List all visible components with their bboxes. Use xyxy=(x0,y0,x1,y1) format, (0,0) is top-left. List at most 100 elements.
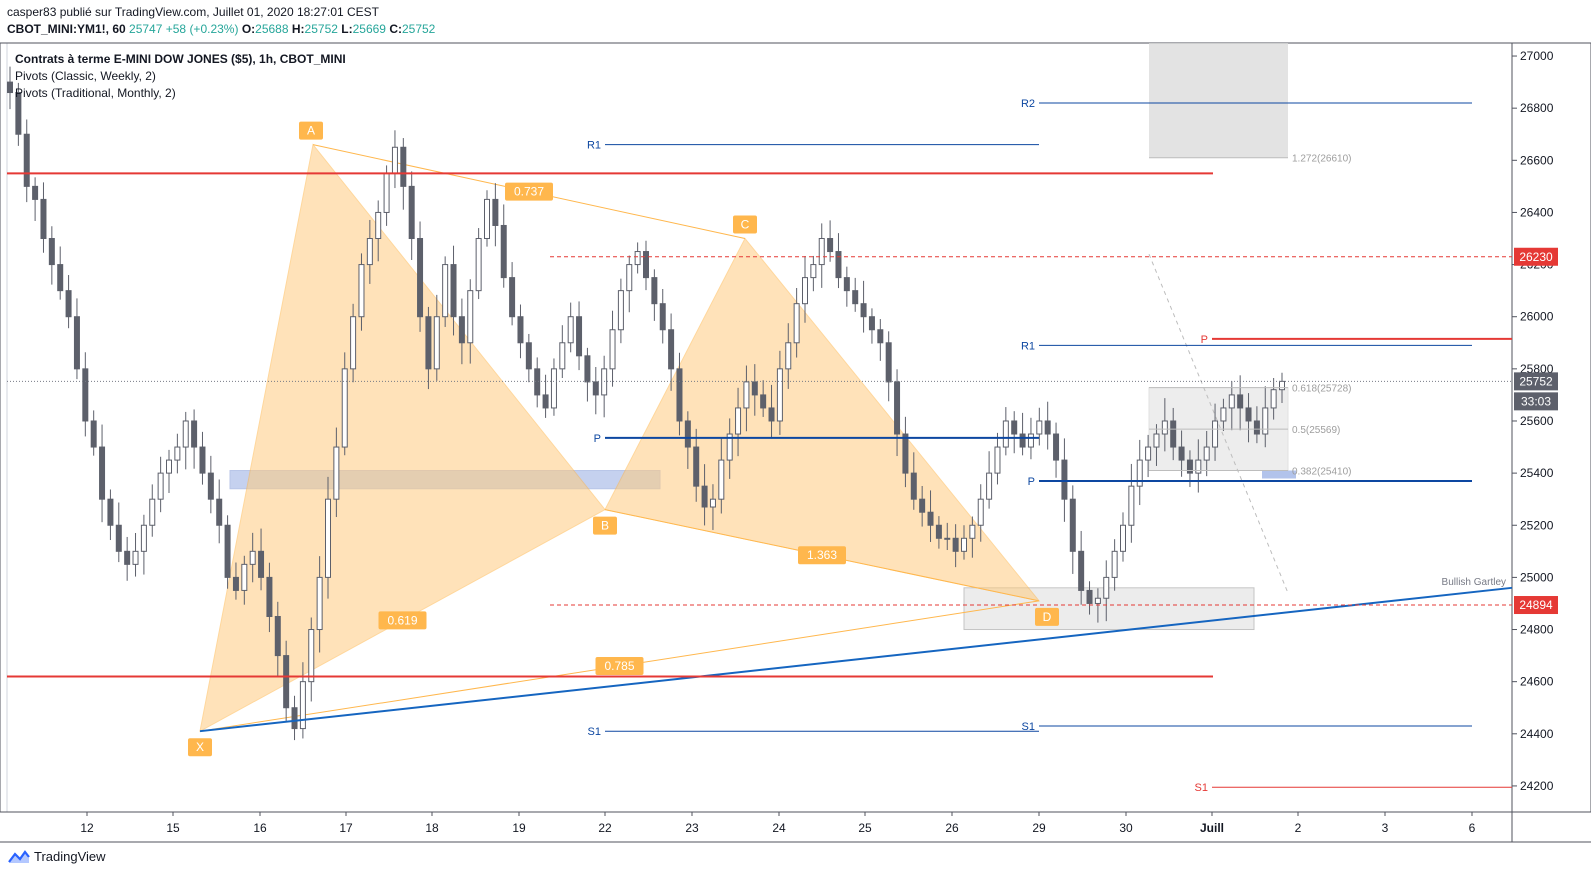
y-tick-label: 25600 xyxy=(1520,414,1554,428)
candle-body xyxy=(291,707,298,730)
candle-body xyxy=(550,368,557,409)
point-label-X: X xyxy=(196,740,204,754)
x-tick-label: 16 xyxy=(253,821,267,835)
x-tick-label: 2 xyxy=(1295,821,1302,835)
candle-body xyxy=(1161,420,1168,435)
candle-body xyxy=(1153,433,1160,448)
candle-body xyxy=(735,407,742,435)
candle-body xyxy=(299,681,306,730)
candle-body xyxy=(1078,550,1085,591)
candle-body xyxy=(701,485,708,508)
trendline-label: Bullish Gartley xyxy=(1442,577,1506,588)
candle-body xyxy=(475,238,482,292)
y-tick-label: 26400 xyxy=(1520,205,1554,219)
pivot-label-R1: R1 xyxy=(1021,340,1035,352)
axes: 24200 24400 24600 24800 25000 25200 25400 25600… xyxy=(80,49,1558,835)
x-tick-label: Juill xyxy=(1200,821,1224,835)
candle-body xyxy=(634,251,641,266)
x-tick-label: 3 xyxy=(1382,821,1389,835)
pivot-label-R1: R1 xyxy=(587,140,601,152)
candle-body xyxy=(1027,433,1034,448)
candles xyxy=(7,66,1285,741)
candle-body xyxy=(23,133,30,187)
candle-body xyxy=(391,146,398,174)
candle-body xyxy=(249,550,256,565)
candle-body xyxy=(726,433,733,461)
candle-body xyxy=(32,185,39,200)
price-axis-badge xyxy=(1514,247,1558,266)
candle-body xyxy=(1245,407,1252,422)
candle-body xyxy=(7,81,13,94)
candle-body xyxy=(1178,446,1185,461)
candle-body xyxy=(341,368,348,448)
x-tick-label: 17 xyxy=(339,821,353,835)
candle-body xyxy=(1002,420,1009,448)
symbol-label[interactable]: CBOT_MINI:YM1!, 60 xyxy=(7,22,126,36)
y-tick-label: 25400 xyxy=(1520,466,1554,480)
candle-body xyxy=(868,316,875,331)
y-tick-label: 26600 xyxy=(1520,153,1554,167)
close-label: C: xyxy=(389,22,402,36)
candle-body xyxy=(492,198,499,226)
candle-body xyxy=(1103,576,1110,599)
candle-body xyxy=(115,524,122,552)
candle-body xyxy=(651,277,658,305)
ratio-label: 0.619 xyxy=(387,613,417,627)
ratio-label: 1.363 xyxy=(807,548,837,562)
candle-body xyxy=(668,329,675,370)
candle-body xyxy=(986,472,993,500)
candle-body xyxy=(860,303,867,318)
candle-body xyxy=(325,498,331,578)
price-axis-label: 26230 xyxy=(1519,250,1553,264)
candle-body xyxy=(207,472,214,500)
ratio-badge xyxy=(798,546,846,565)
candle-body xyxy=(1094,597,1101,604)
publish-info: casper83 publié sur TradingView.com, Jui… xyxy=(7,5,379,19)
candle-body xyxy=(542,394,549,409)
candle-body xyxy=(408,185,415,240)
xab-triangle xyxy=(199,143,606,733)
x-tick-label: 6 xyxy=(1469,821,1476,835)
x-tick-label: 26 xyxy=(945,821,959,835)
candle-body xyxy=(316,576,323,631)
candle-body xyxy=(852,290,859,305)
close-value: 25752 xyxy=(401,22,436,36)
candle-body xyxy=(1111,550,1118,578)
candle-body xyxy=(994,446,1001,474)
candle-body xyxy=(952,537,959,552)
legend-indicator-monthly[interactable]: Pivots (Traditional, Monthly, 2) xyxy=(15,86,176,100)
candle-body xyxy=(1186,459,1193,474)
candle-body xyxy=(626,264,633,292)
point-label-C: C xyxy=(741,218,750,232)
low-label: L: xyxy=(341,22,353,36)
candle-body xyxy=(1136,459,1143,487)
fib-label: 0.618(25728) xyxy=(1292,384,1352,395)
tradingview-footer[interactable]: TradingView xyxy=(8,849,106,864)
candle-body xyxy=(810,264,817,279)
candle-body xyxy=(65,290,72,318)
candle-body xyxy=(517,316,524,344)
fib-label: 0.382(25410) xyxy=(1292,467,1352,478)
grid xyxy=(0,42,1591,843)
trendline xyxy=(199,586,1513,733)
candle-body xyxy=(1044,420,1051,435)
point-badge-B xyxy=(593,516,617,535)
last-price: 25747 xyxy=(129,22,163,36)
candle-body xyxy=(709,498,716,508)
candle-body xyxy=(1061,459,1068,500)
point-badge-X xyxy=(188,738,212,757)
candle-body xyxy=(894,381,901,435)
ohlc-bar: CBOT_MINI:YM1!, 60 25747 +58 (+0.23%) O:… xyxy=(7,22,435,36)
price-change: +58 (+0.23%) xyxy=(165,22,239,36)
x-tick-label: 22 xyxy=(598,821,612,835)
candle-body xyxy=(977,498,984,526)
candle-body xyxy=(927,511,934,526)
price-axis-label: 24894 xyxy=(1519,598,1553,612)
legend-indicator-weekly[interactable]: Pivots (Classic, Weekly, 2) xyxy=(15,69,156,83)
candle-body xyxy=(935,524,942,539)
candle-body xyxy=(224,524,231,578)
candle-body xyxy=(567,316,574,344)
candle-body xyxy=(442,264,449,318)
candle-body xyxy=(885,342,892,383)
